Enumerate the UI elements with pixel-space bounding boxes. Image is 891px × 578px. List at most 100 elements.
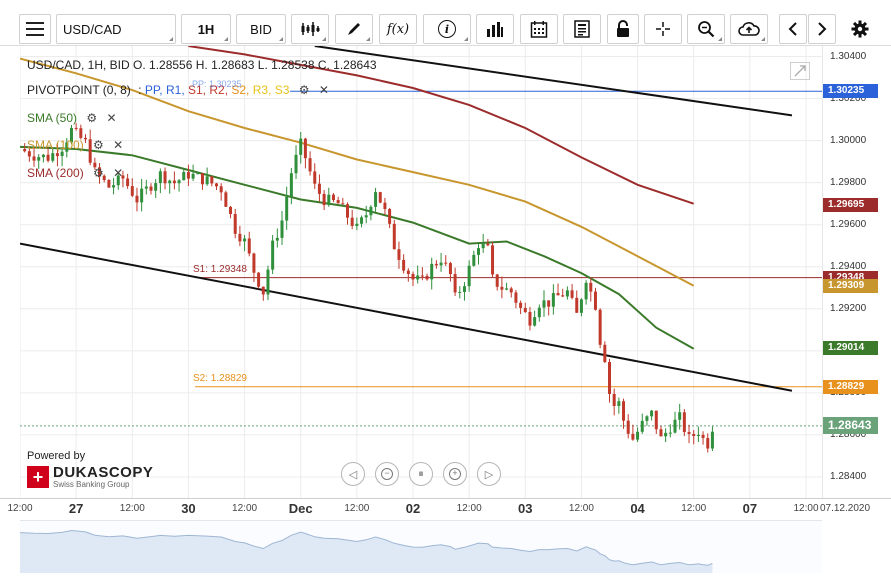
candle-body	[210, 176, 214, 184]
sma200-close-icon[interactable]: ✕	[113, 166, 124, 180]
time-tick-label: 12:00	[344, 503, 370, 514]
indicators-button[interactable]: f(x)	[379, 14, 417, 44]
zoom-in-button[interactable]: +	[443, 462, 467, 486]
draw-tool-button[interactable]	[335, 14, 373, 44]
next-button[interactable]	[808, 14, 836, 44]
candle-body	[299, 138, 303, 155]
price-chart[interactable]	[20, 46, 822, 498]
candle-body	[112, 185, 116, 188]
sma100-close-icon[interactable]: ✕	[113, 138, 124, 152]
candle-body	[640, 420, 644, 432]
candle-body	[519, 302, 523, 308]
scroll-left-button[interactable]: ◁	[341, 462, 365, 486]
news-button[interactable]	[563, 14, 601, 44]
sma100-label: SMA (100)	[27, 138, 84, 152]
reset-button[interactable]: ⏸	[409, 462, 433, 486]
settings-button[interactable]	[845, 14, 875, 44]
candle-body	[682, 412, 686, 433]
candle-body	[331, 194, 335, 201]
sma50-close-icon[interactable]: ✕	[106, 111, 117, 125]
crosshair-button[interactable]	[644, 14, 682, 44]
chart-toolbar: USD/CAD 1H BID f(x) i	[0, 0, 891, 46]
pivot-settings-icon[interactable]: ⚙	[298, 83, 310, 97]
volume-button[interactable]	[476, 14, 514, 44]
pivot-item-6: S3	[274, 83, 293, 97]
chevron-left-icon	[788, 22, 797, 36]
candle-body	[55, 153, 59, 157]
candle-body	[500, 286, 504, 290]
sma100-settings-icon[interactable]: ⚙	[93, 138, 104, 152]
pivot-tag-s2: 1.28829	[823, 379, 878, 394]
candle-body	[261, 286, 265, 295]
candle-body	[205, 176, 209, 185]
pivot-close-icon[interactable]: ✕	[318, 83, 329, 97]
candle-body	[486, 243, 490, 246]
scroll-right-icon: ▷	[484, 468, 494, 481]
sma200-indicator-row: SMA (200) ⚙ ✕	[27, 166, 123, 180]
info-button[interactable]: i	[423, 14, 471, 44]
chart-type-button[interactable]	[291, 14, 329, 44]
candle-body	[528, 312, 532, 326]
candle-body	[374, 192, 378, 207]
candle-body	[556, 293, 560, 296]
candle-body	[116, 175, 120, 186]
candle-body	[397, 249, 401, 260]
candle-body	[266, 269, 270, 295]
symbol-select[interactable]: USD/CAD	[56, 14, 176, 44]
sma-line-0	[20, 145, 695, 350]
candle-body	[378, 192, 382, 203]
scroll-left-icon: ◁	[348, 468, 358, 481]
zoom-out-button[interactable]: −	[375, 462, 399, 486]
prev-button[interactable]	[779, 14, 807, 44]
chevron-right-icon	[818, 22, 827, 36]
navigator-area	[20, 530, 713, 573]
side-label: BID	[250, 21, 272, 37]
candle-body	[93, 162, 97, 168]
date-tick-label: 02	[405, 501, 421, 516]
s2-level-label: S2: 1.28829	[193, 373, 247, 384]
cloud-button[interactable]	[730, 14, 768, 44]
timeframe-select[interactable]: 1H	[181, 14, 231, 44]
date-tick-label: Dec	[288, 501, 313, 516]
candle-body	[313, 171, 317, 184]
time-axis[interactable]: 12:00 27 12:00 30 12:00 Dec 12:00 02 12:00 03 12:0…	[0, 498, 891, 520]
candle-body	[505, 288, 509, 290]
candle-body	[154, 183, 158, 191]
expand-button[interactable]	[790, 62, 810, 80]
pivot-item-3: R2,	[209, 83, 232, 97]
lock-icon	[617, 20, 629, 37]
navigator-strip[interactable]	[19, 520, 822, 573]
zoom-button[interactable]	[687, 14, 725, 44]
candle-body	[448, 263, 452, 275]
zoom-icon	[698, 21, 715, 38]
lock-button[interactable]	[607, 14, 639, 44]
candle-body	[509, 288, 513, 293]
side-select[interactable]: BID	[236, 14, 286, 44]
plot-area[interactable]	[20, 46, 822, 498]
sma200-settings-icon[interactable]: ⚙	[93, 166, 104, 180]
sma50-settings-icon[interactable]: ⚙	[86, 111, 98, 125]
candle-body	[271, 240, 275, 270]
gear-icon	[851, 20, 869, 38]
candle-body	[350, 217, 354, 226]
calendar-button[interactable]	[520, 14, 558, 44]
candle-body	[462, 286, 466, 292]
menu-button[interactable]	[19, 14, 51, 44]
hamburger-icon	[26, 22, 44, 36]
zoom-in-icon: +	[449, 468, 461, 480]
candle-body	[477, 248, 480, 255]
candle-body	[383, 202, 387, 210]
candle-body	[579, 299, 583, 313]
candlestick-icon	[301, 22, 320, 36]
candle-body	[182, 172, 186, 181]
candle-body	[46, 154, 50, 161]
candle-body	[317, 183, 321, 194]
candle-body	[158, 171, 162, 184]
candle-body	[32, 156, 36, 161]
price-tick-label: 1.28600	[830, 428, 867, 440]
candle-body	[402, 259, 406, 271]
candle-body	[626, 420, 630, 434]
candle-body	[215, 183, 218, 187]
scroll-right-button[interactable]: ▷	[477, 462, 501, 486]
info-icon: i	[438, 20, 456, 38]
